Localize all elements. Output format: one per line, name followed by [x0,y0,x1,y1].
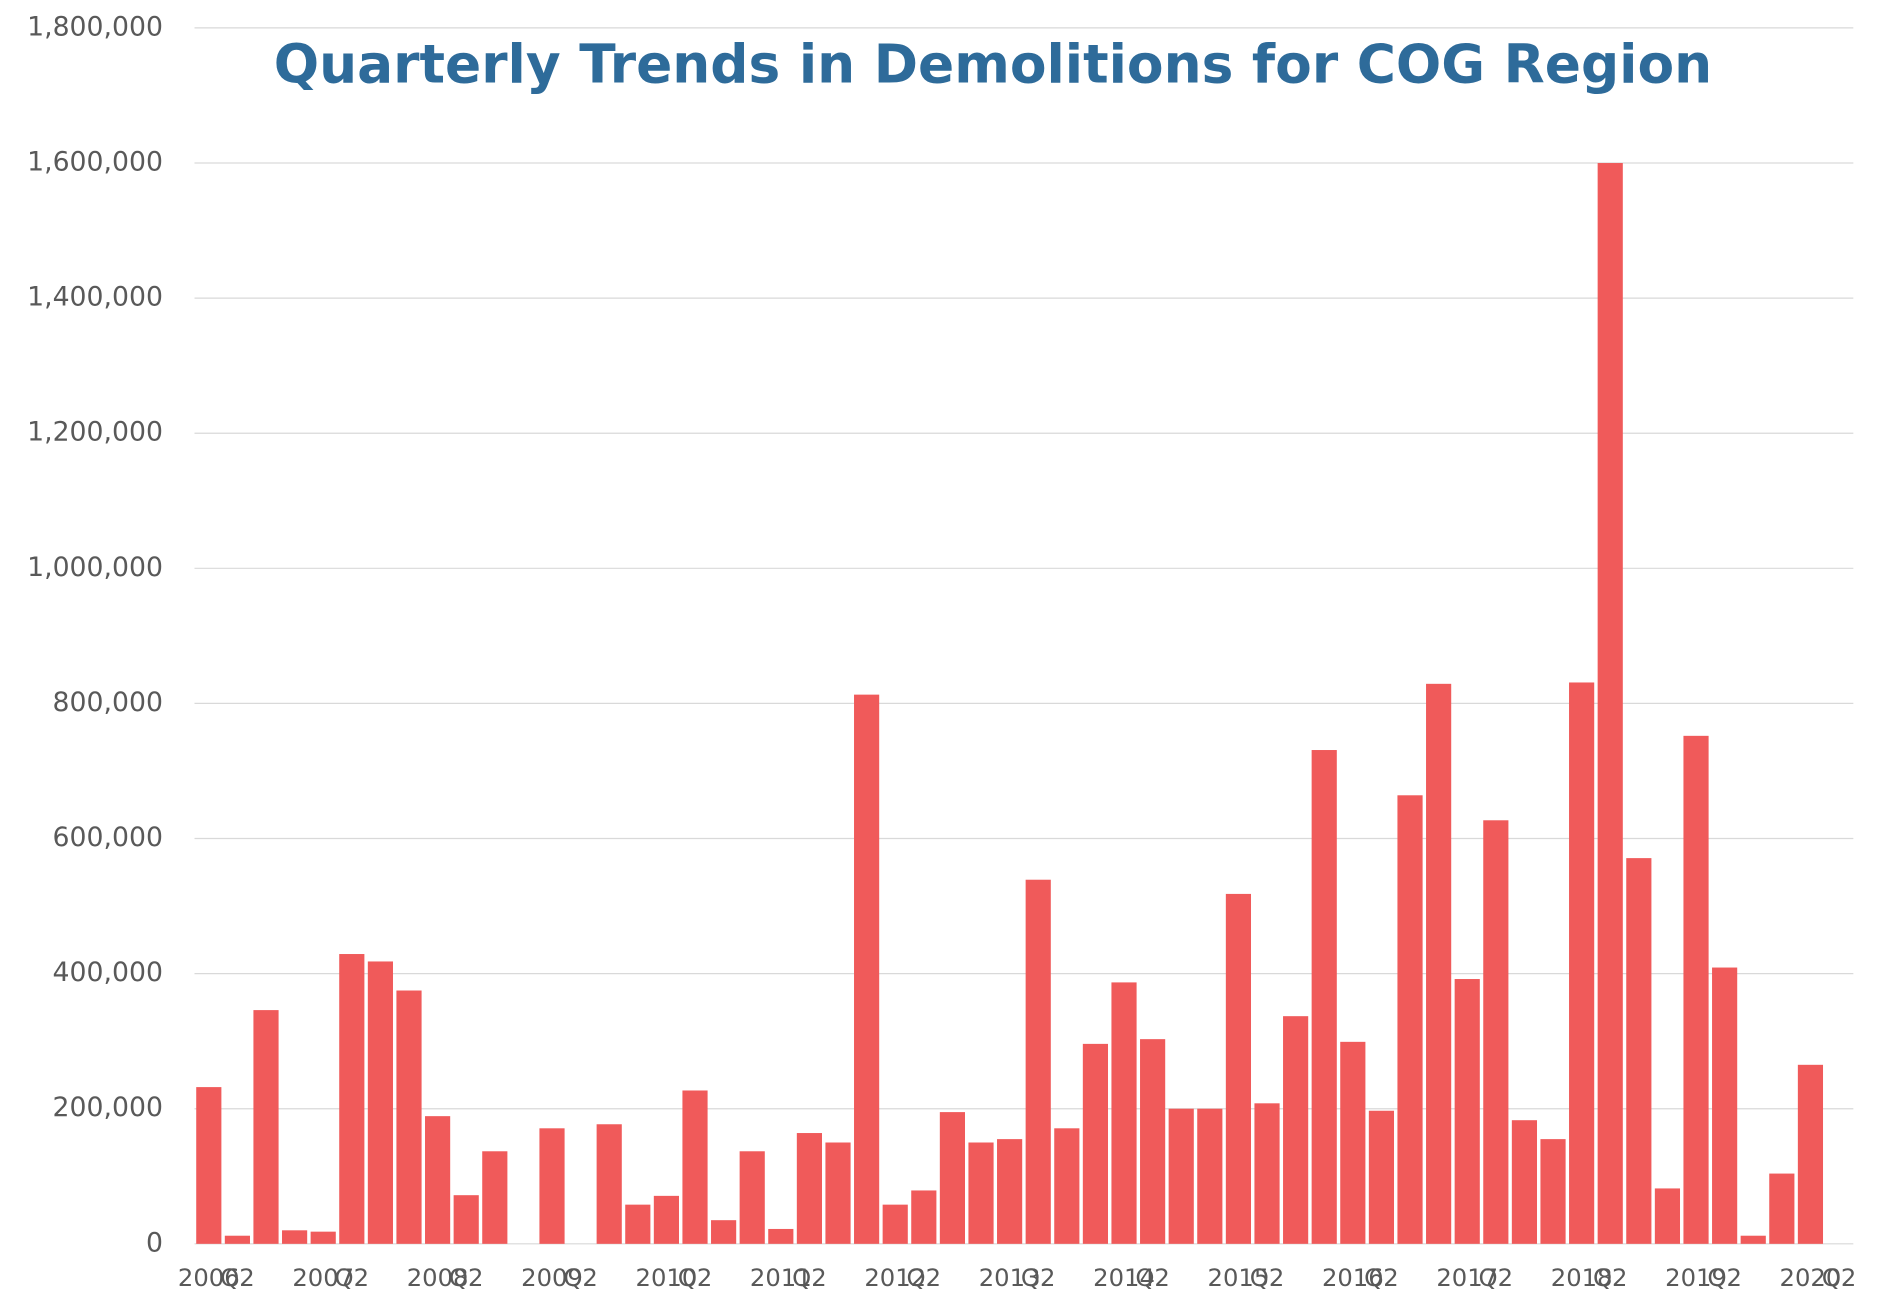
bar [768,1228,794,1244]
bar [939,1112,965,1244]
bar [1311,750,1337,1244]
bar [1225,893,1252,1244]
bar [339,954,365,1244]
bar [911,1190,937,1244]
bar [711,1220,737,1244]
x-tick-label: Q2 [792,1263,827,1292]
bar [1140,1039,1166,1244]
x-tick-label: 2020 [1780,1263,1842,1292]
bar [1168,1108,1194,1244]
bar [854,694,880,1244]
y-tick-label: 400,000 [53,957,163,988]
bar [224,1235,250,1244]
y-tick-label: 800,000 [53,687,163,718]
bar [1626,858,1652,1244]
bar [997,1139,1023,1244]
x-tick-label: Q2 [563,1263,598,1292]
x-tick-label: 2009 [521,1263,583,1292]
bar [825,1142,851,1244]
x-tick-label: Q2 [1593,1263,1628,1292]
x-tick-label: 2014 [1093,1263,1155,1292]
x-tick-label: 2007 [292,1263,354,1292]
bar [282,1230,308,1244]
y-tick-label: 1,800,000 [27,11,163,42]
bar [1483,820,1509,1244]
bar [310,1231,336,1244]
bar [1025,879,1051,1244]
x-tick-label: 2011 [750,1263,812,1292]
bar [1654,1188,1681,1244]
x-tick-label: 2015 [1208,1263,1270,1292]
bar [1283,1016,1309,1244]
x-tick-label: 2012 [864,1263,926,1292]
bar [1597,163,1623,1244]
x-tick-label: 2008 [407,1263,469,1292]
bar [539,1128,565,1244]
bar [1740,1235,1766,1244]
bar [1082,1043,1109,1244]
x-tick-label: Q2 [449,1263,484,1292]
bar [625,1204,651,1244]
bar [367,961,393,1244]
bar [1111,982,1137,1244]
bar [253,1010,279,1244]
bar [1254,1103,1280,1244]
y-tick-label: 0 [146,1227,163,1258]
bar [739,1151,765,1244]
bar [1540,1139,1566,1244]
bar [682,1090,708,1244]
bar [796,1133,822,1244]
bar [1397,795,1423,1244]
x-tick-label: Q2 [678,1263,713,1292]
x-tick-label: 2018 [1551,1263,1613,1292]
bar [453,1195,479,1244]
bar [596,1124,622,1244]
x-tick-label: Q2 [1021,1263,1056,1292]
bar [1197,1108,1223,1244]
x-tick-label: 2016 [1322,1263,1384,1292]
bar [1511,1120,1538,1244]
bar [396,990,422,1244]
x-tick-label: 2013 [979,1263,1041,1292]
chart-title: Quarterly Trends in Demolitions for COG … [274,33,1712,96]
bar [1712,967,1738,1244]
bar [482,1151,508,1244]
bar [968,1142,994,1244]
x-tick-label: Q2 [1479,1263,1514,1292]
y-tick-label: 600,000 [53,822,163,853]
bar [1797,1064,1824,1244]
y-tick-label: 1,400,000 [27,282,163,313]
x-tick-label: Q2 [907,1263,942,1292]
x-tick-label: Q2 [1135,1263,1170,1292]
bar [1769,1173,1795,1244]
x-tick-label: Q2 [1822,1263,1857,1292]
x-tick-label: 2017 [1436,1263,1498,1292]
y-tick-label: 200,000 [53,1092,163,1123]
bar [1569,682,1595,1244]
bar [1454,979,1480,1244]
bar [1426,683,1452,1244]
x-tick-label: Q2 [1364,1263,1399,1292]
x-tick-label: Q2 [220,1263,255,1292]
bar [196,1087,222,1244]
x-tick-label: Q2 [1707,1263,1742,1292]
bar [1340,1041,1366,1244]
y-tick-label: 1,000,000 [27,552,163,583]
bar [1368,1110,1395,1244]
y-tick-label: 1,200,000 [27,417,163,448]
bar [653,1195,679,1244]
x-tick-label: 2006 [178,1263,240,1292]
bar [1054,1128,1080,1244]
x-tick-label: Q2 [1250,1263,1285,1292]
bar [882,1204,908,1244]
x-tick-label: Q2 [335,1263,370,1292]
bar [1683,735,1709,1244]
x-tick-label: 2019 [1665,1263,1727,1292]
bar [425,1116,451,1244]
y-tick-label: 1,600,000 [27,147,163,178]
x-tick-label: 2010 [636,1263,698,1292]
